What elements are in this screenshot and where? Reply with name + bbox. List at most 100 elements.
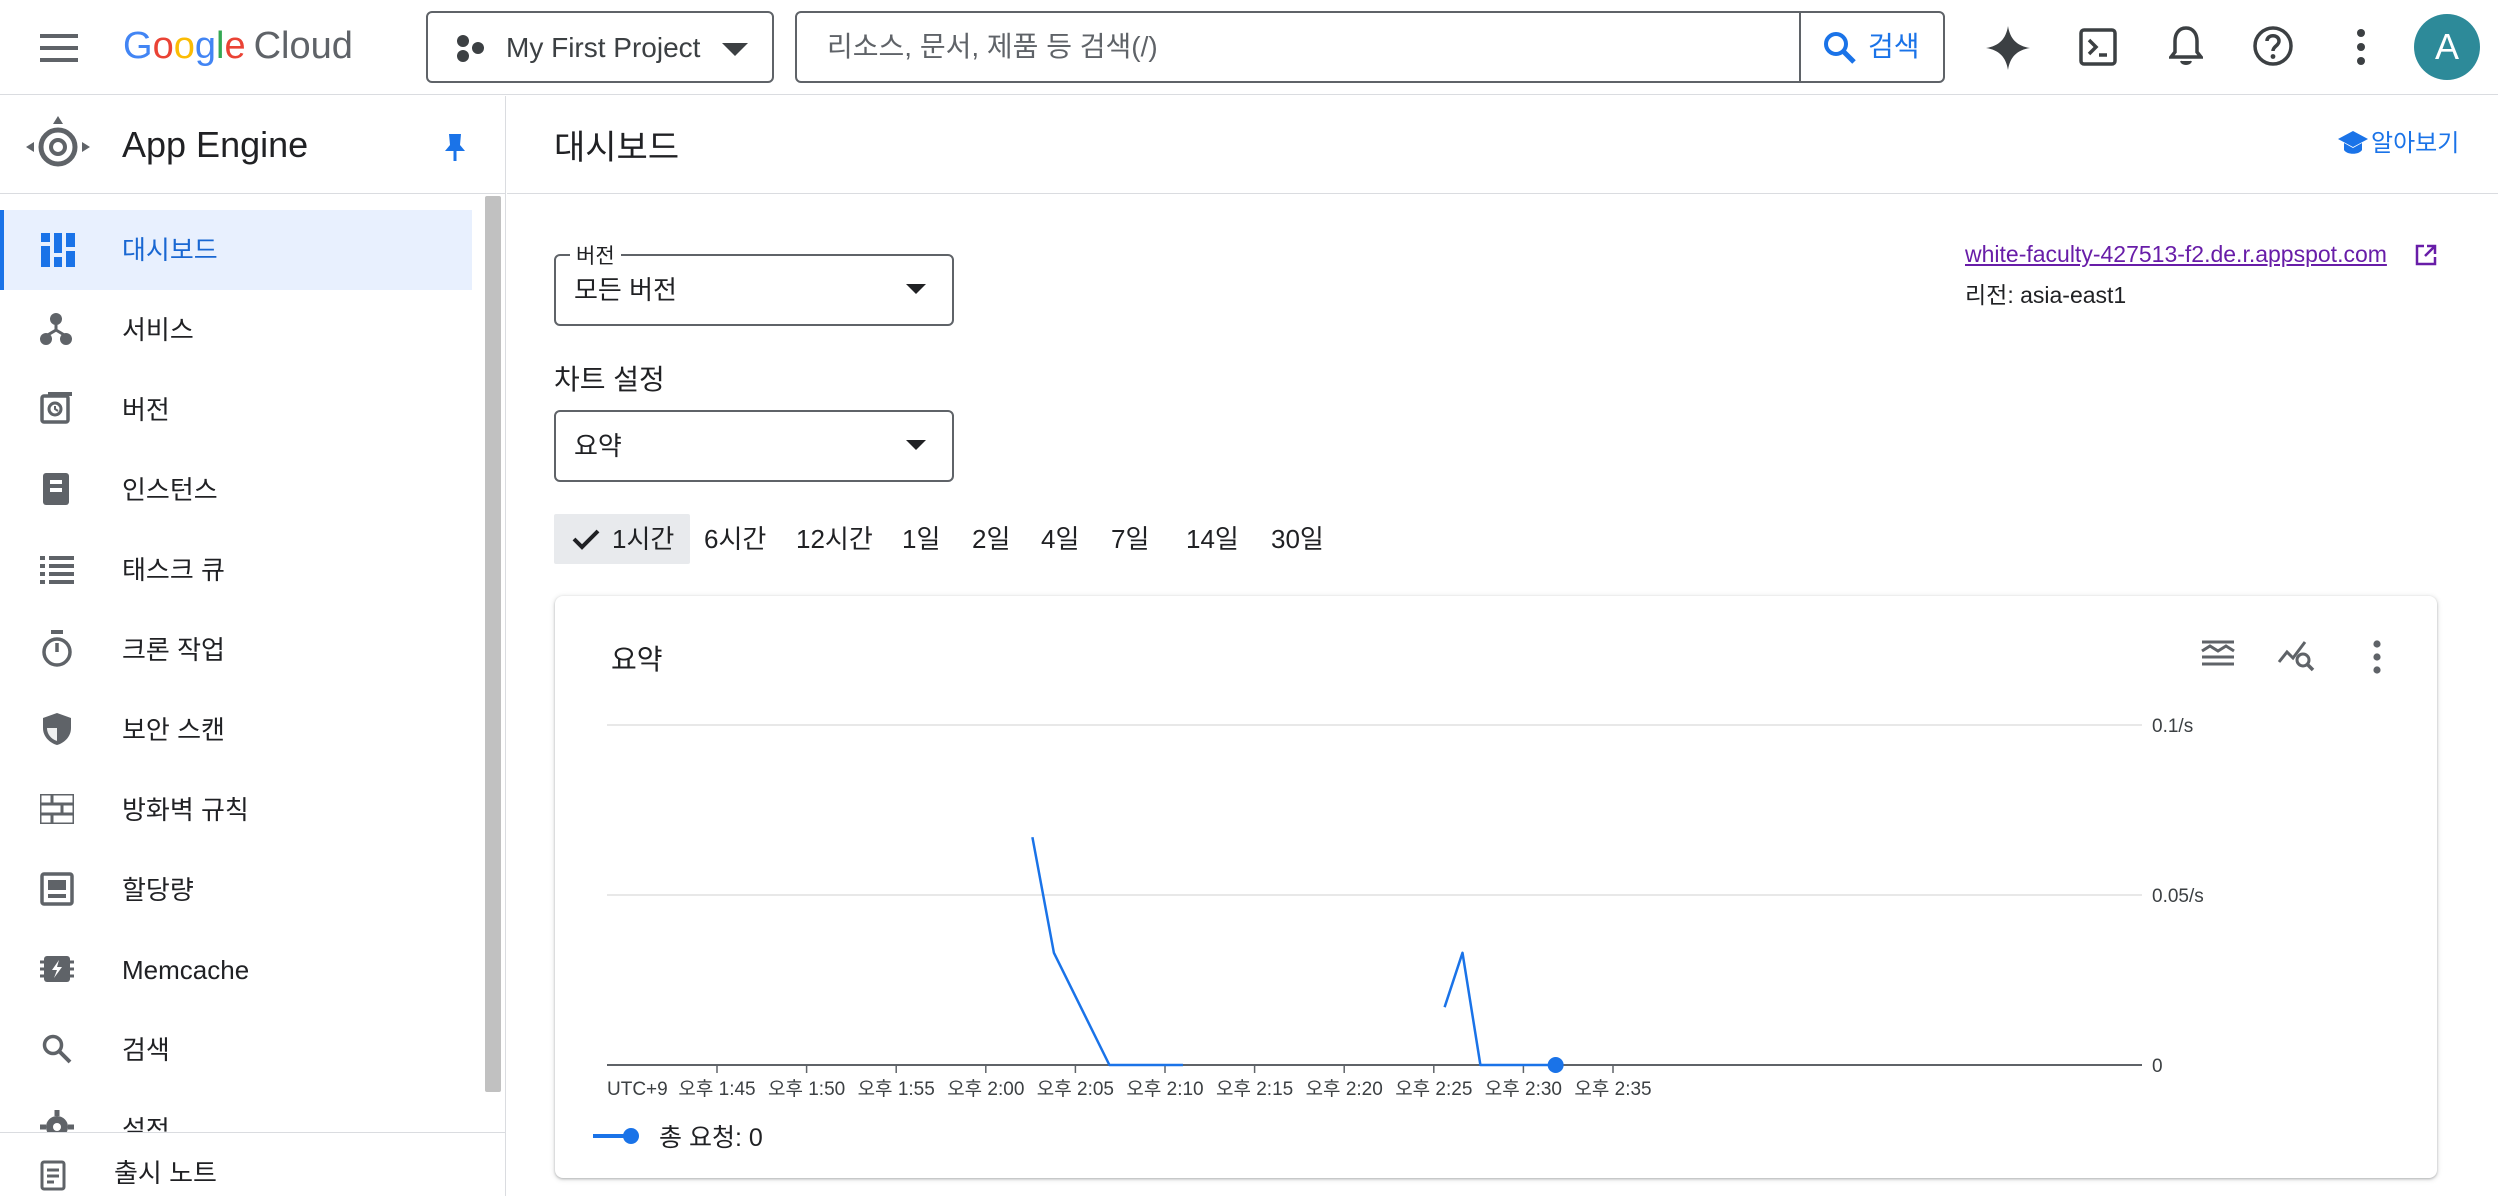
legend-series-label: 총 요청: 0 — [659, 1124, 763, 1152]
legend-series-value: 0 — [748, 1124, 763, 1152]
time-range-14d[interactable]: 14일 — [1186, 514, 1239, 564]
summary-chart-card: 요약 0.1/s 0.05/s 0 UTC+9 오후 1:45 오후 1:50 오후 1:5… — [555, 596, 2437, 1178]
sidebar-item-firewall[interactable]: 방화벽 규칙 — [0, 770, 472, 850]
page-title: 대시보드 — [554, 129, 680, 167]
search-bar: 검색 — [795, 11, 1945, 83]
chart-select-value: 요약 — [574, 431, 622, 461]
sidebar-item-dashboard[interactable]: 대시보드 — [0, 210, 472, 290]
x-tick-label: 오후 2:10 — [1126, 1078, 1203, 1100]
version-select-label: 버전 — [570, 240, 621, 270]
sidebar-item-search[interactable]: 검색 — [0, 1010, 472, 1090]
sidebar-item-label: 할당량 — [122, 875, 194, 905]
x-tick-label: 오후 1:45 — [678, 1078, 755, 1100]
check-icon — [572, 529, 600, 550]
divider — [507, 193, 2498, 194]
x-tick-label: 오후 1:55 — [858, 1078, 935, 1100]
summary-line-chart: 0.1/s 0.05/s 0 UTC+9 오후 1:45 오후 1:50 오후 1:55 오후… — [607, 716, 2204, 1100]
more-vert-icon[interactable] — [2372, 640, 2382, 674]
release-notes-link[interactable]: 출시 노트 — [0, 1132, 505, 1196]
sidebar-item-label: 태스크 큐 — [122, 555, 225, 585]
services-icon — [40, 313, 72, 345]
sidebar-item-label: 인스턴스 — [122, 475, 218, 505]
version-select[interactable]: 버전 모든 버전 — [554, 240, 954, 326]
sidebar-item-versions[interactable]: 버전 — [0, 370, 472, 450]
legend-series-name: 총 요청 — [659, 1124, 735, 1152]
sidebar: App Engine 대시보드 서비스 버전 인스턴스 태스크 큐 — [0, 96, 506, 1196]
version-select-value: 모든 버전 — [574, 275, 677, 305]
pin-icon[interactable] — [444, 132, 466, 162]
learn-label: 알아보기 — [2371, 130, 2460, 157]
sidebar-item-task-queue[interactable]: 태스크 큐 — [0, 530, 472, 610]
more-vert-icon[interactable] — [2355, 28, 2367, 66]
instances-icon — [43, 473, 69, 505]
school-icon — [2338, 131, 2368, 154]
time-range-1h[interactable]: 1시간 — [554, 514, 691, 564]
x-tick-label: 오후 2:20 — [1306, 1078, 1383, 1100]
google-cloud-logo[interactable]: Google Cloud — [123, 22, 353, 70]
sidebar-item-label: 크론 작업 — [122, 635, 225, 665]
time-range-6h[interactable]: 6시간 — [704, 514, 766, 564]
time-range-7d[interactable]: 7일 — [1111, 514, 1149, 564]
sidebar-item-memcache[interactable]: Memcache — [0, 930, 472, 1010]
logo-letter: e — [224, 25, 246, 67]
cloud-shell-icon[interactable] — [2079, 28, 2117, 66]
dropdown-icon — [906, 440, 926, 450]
logo-letter: G — [123, 25, 153, 67]
avatar[interactable]: A — [2414, 14, 2480, 80]
x-tick-label: 오후 2:15 — [1216, 1078, 1293, 1100]
notifications-icon[interactable] — [2169, 24, 2203, 68]
divider — [0, 193, 505, 194]
sidebar-item-quota[interactable]: 할당량 — [0, 850, 472, 930]
sidebar-item-label: 대시보드 — [122, 235, 218, 265]
gemini-sparkle-icon[interactable] — [1986, 26, 2030, 70]
project-picker[interactable]: My First Project — [426, 11, 774, 83]
time-range-label: 6시간 — [704, 524, 767, 554]
logo-letter: o — [173, 25, 195, 67]
region-text: 리전: asia-east1 — [1965, 282, 2127, 308]
logo-letter: o — [152, 25, 174, 67]
time-range-1d[interactable]: 1일 — [902, 514, 940, 564]
search-button-label: 검색 — [1868, 31, 1920, 62]
chart-select[interactable]: 요약 — [554, 410, 954, 482]
dropdown-icon — [906, 284, 926, 294]
time-range-30d[interactable]: 30일 — [1271, 514, 1324, 564]
sidebar-item-label: 보안 스캔 — [122, 715, 225, 745]
time-range-2d[interactable]: 2일 — [972, 514, 1010, 564]
sidebar-item-security-scan[interactable]: 보안 스캔 — [0, 690, 472, 770]
time-range-label: 1시간 — [612, 524, 675, 554]
x-tick-label: 오후 2:00 — [947, 1078, 1024, 1100]
sidebar-item-services[interactable]: 서비스 — [0, 290, 472, 370]
time-range-4d[interactable]: 4일 — [1041, 514, 1079, 564]
x-tick-label: 오후 2:35 — [1574, 1078, 1651, 1100]
logo-cloud-text: Cloud — [253, 25, 353, 67]
sidebar-item-label: Memcache — [122, 955, 250, 985]
sidebar-scrollbar[interactable] — [485, 196, 501, 1092]
explore-metrics-icon[interactable] — [2277, 638, 2315, 672]
time-range-label: 7일 — [1111, 524, 1150, 554]
sidebar-item-label: 서비스 — [122, 315, 194, 345]
open-in-new-icon[interactable] — [2415, 244, 2437, 266]
legend-toggle-icon[interactable] — [2200, 638, 2236, 668]
chart-settings-label: 차트 설정 — [554, 364, 665, 395]
memcache-icon — [40, 956, 74, 982]
logo-letter: l — [215, 25, 225, 67]
time-range-label: 30일 — [1271, 524, 1324, 554]
search-input[interactable] — [827, 25, 1727, 69]
app-url-link[interactable]: white-faculty-427513-f2.de.r.appspot.com — [1965, 241, 2387, 267]
sidebar-item-label: 방화벽 규칙 — [122, 795, 249, 825]
time-range-label: 12시간 — [796, 524, 873, 554]
menu-icon[interactable] — [40, 28, 82, 68]
product-title: App Engine — [122, 124, 309, 165]
time-range-label: 4일 — [1041, 524, 1080, 554]
x-tick-label: 오후 1:50 — [768, 1078, 845, 1100]
time-range-12h[interactable]: 12시간 — [796, 514, 873, 564]
x-tick-label: 오후 2:30 — [1485, 1078, 1562, 1100]
sidebar-item-instances[interactable]: 인스턴스 — [0, 450, 472, 530]
help-icon[interactable] — [2252, 25, 2294, 67]
search-button[interactable]: 검색 — [1799, 13, 1945, 81]
sidebar-item-cron-jobs[interactable]: 크론 작업 — [0, 610, 472, 690]
y-tick-label: 0.1/s — [2152, 716, 2193, 737]
y-tick-label: 0 — [2152, 1056, 2163, 1077]
release-notes-icon — [40, 1160, 66, 1191]
